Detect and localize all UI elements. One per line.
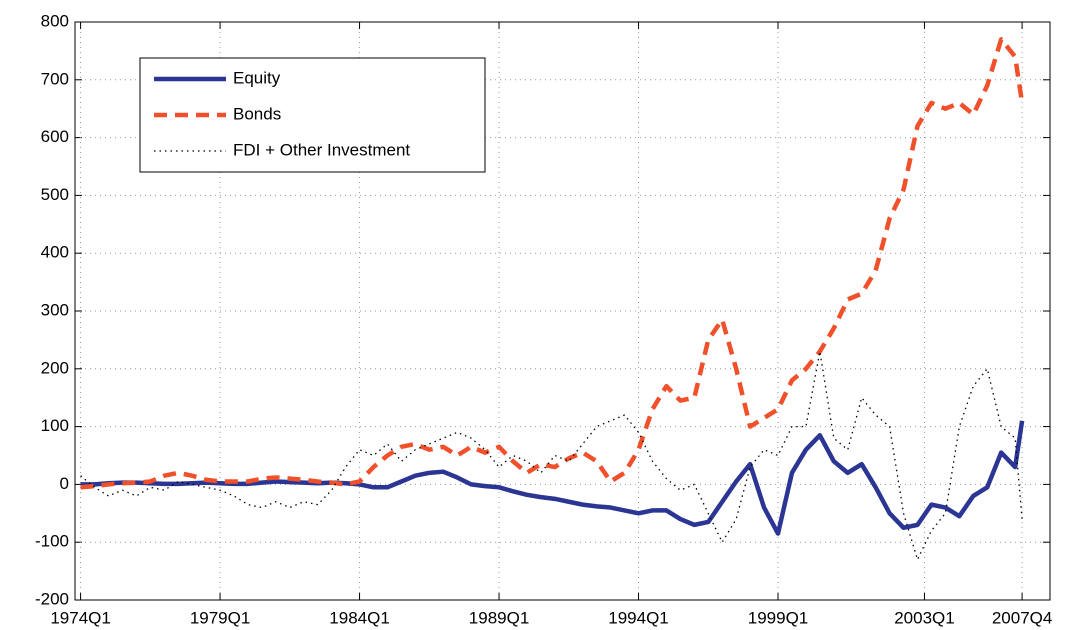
axes-box (74, 21, 1051, 601)
x-tick-label: 2007Q4 (992, 608, 1053, 627)
y-tick-label: 600 (41, 127, 69, 146)
y-tick-label: -200 (35, 589, 69, 608)
x-tick-label: 1994Q1 (608, 608, 669, 627)
y-tick-label: -100 (35, 532, 69, 551)
legend-label: Equity (233, 68, 281, 87)
x-tick-label: 2003Q1 (894, 608, 955, 627)
y-tick-label: 800 (41, 11, 69, 30)
x-tick-label: 1979Q1 (190, 608, 251, 627)
y-tick-label: 300 (41, 300, 69, 319)
x-tick-label: 1984Q1 (329, 608, 390, 627)
x-tick-label: 1974Q1 (50, 608, 111, 627)
series-line (80, 420, 1025, 536)
y-tick-label: 0 (60, 474, 69, 493)
y-tick-label: 700 (41, 69, 69, 88)
y-tick-label: 400 (41, 243, 69, 262)
series-line (80, 37, 1025, 490)
legend-label: FDI + Other Investment (233, 140, 410, 159)
legend: Equity Bonds FDI + Other Investment (139, 57, 486, 173)
y-tick-label: 500 (41, 185, 69, 204)
y-tick-label: 200 (41, 358, 69, 377)
y-tick-label: 100 (41, 416, 69, 435)
x-tick-label: 1989Q1 (469, 608, 530, 627)
legend-label: Bonds (233, 104, 281, 123)
x-tick-label: 1999Q1 (748, 608, 809, 627)
